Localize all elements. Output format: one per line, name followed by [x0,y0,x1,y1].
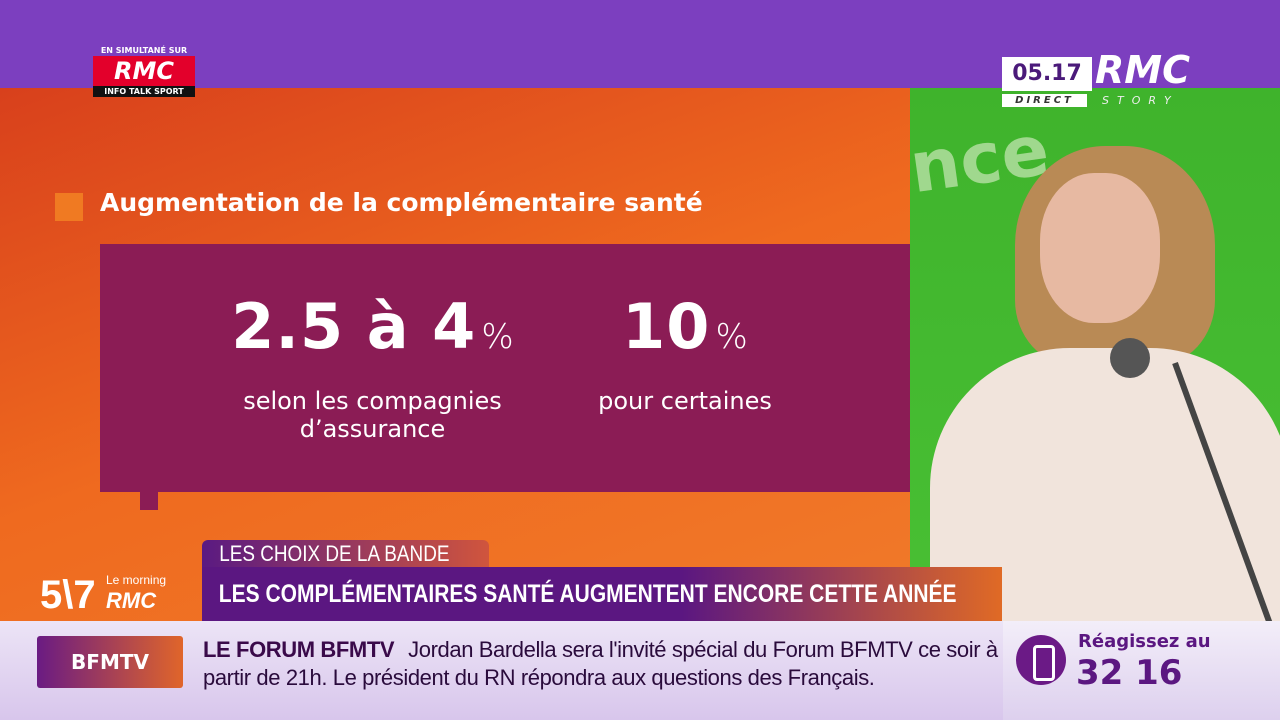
channel-sub: STORY [1102,94,1179,107]
studio-video: nce [910,88,1280,628]
live-status: DIRECT [1002,94,1087,107]
react-label: Réagissez au [1078,631,1211,652]
ticker-label: LE FORUM BFMTV [203,637,395,662]
stat-unit: % [481,317,514,357]
graphic-title: Augmentation de la complémentaire santé [100,188,703,217]
show-number: 5\7 [40,573,96,617]
rmc-tagline: INFO TALK SPORT [93,86,195,97]
stat-unit: % [715,317,748,357]
stat-1: 2.5 à 4 % selon les compagnies d’assuranc… [190,290,555,443]
stat-desc: d’assurance [299,415,446,443]
show-brand: RMC [106,588,157,613]
stat-2: 10 % pour certaines [565,290,805,415]
microphone [1110,338,1150,378]
lower-third-headline: LES COMPLÉMENTAIRES SANTÉ AUGMENTENT ENC… [218,580,957,608]
show-logo: 5\7 Le morning RMC [40,572,190,618]
title-square-marker [55,193,83,221]
react-number: 32 16 [1076,653,1183,693]
rmc-simulcast-logo: EN SIMULTANÉ SUR RMC INFO TALK SPORT [93,46,195,97]
stats-panel [100,244,910,492]
lower-third-kicker: LES CHOIX DE LA BANDE [219,541,450,566]
channel-logo: RMC [1095,48,1190,92]
rmc-logo: RMC [93,56,195,86]
show-name: Le morning [106,573,167,587]
simulcast-label: EN SIMULTANÉ SUR [100,46,188,55]
clock: 05.17 [1002,57,1092,91]
lower-third-headline-box: LES COMPLÉMENTAIRES SANTÉ AUGMENTENT ENC… [202,567,1002,621]
ticker-message: Jordan Bardella sera l'invité spécial du… [203,637,998,690]
phone-icon [1016,635,1066,685]
stat-desc: pour certaines [598,387,772,415]
stat-value: 10 [622,290,711,363]
bfmtv-logo: BFMTV [37,636,183,688]
presenter-face [1040,173,1160,323]
stat-desc: selon les compagnies [243,387,502,415]
lower-third-kicker-box: LES CHOIX DE LA BANDE [202,540,489,568]
stat-value: 2.5 à 4 [231,290,477,363]
panel-tab [140,490,158,510]
ticker-text: LE FORUM BFMTV Jordan Bardella sera l'inv… [203,636,998,692]
